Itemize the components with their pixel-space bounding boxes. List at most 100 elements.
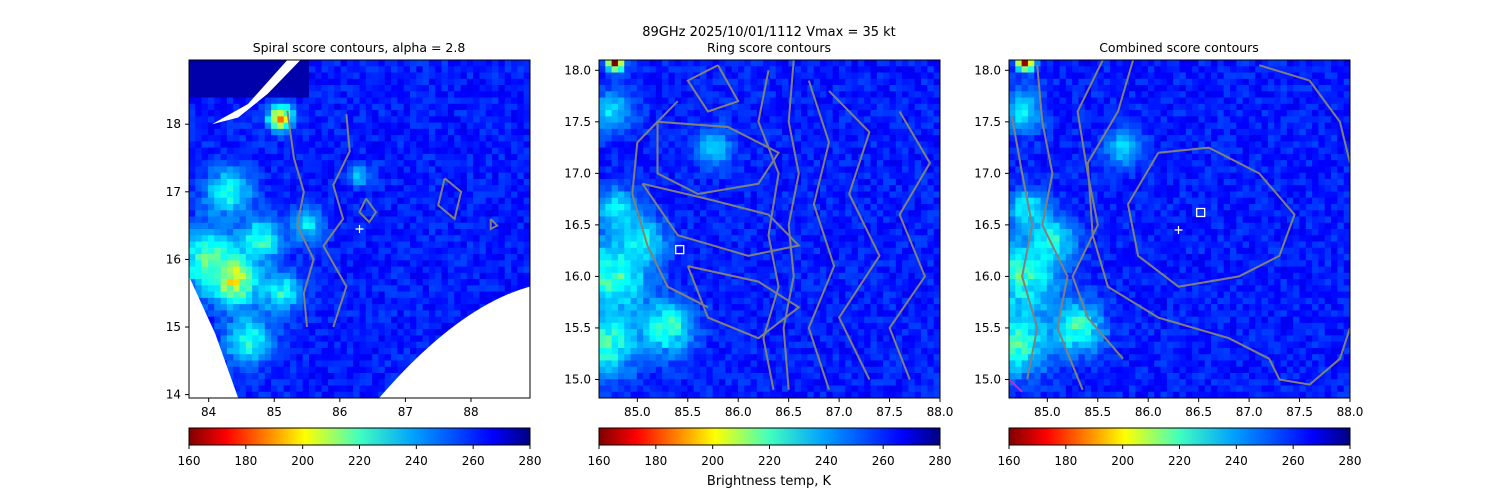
- heatmap-cell: [782, 291, 790, 299]
- heatmap-cell: [756, 354, 764, 362]
- heatmap-cell: [466, 216, 474, 224]
- heatmap-cell: [189, 222, 196, 230]
- heatmap-cell: [674, 235, 682, 243]
- heatmap-cell: [775, 172, 783, 180]
- heatmap-cell: [649, 203, 657, 211]
- heatmap-cell: [693, 122, 701, 130]
- heatmap-cell: [207, 241, 215, 249]
- heatmap-cell: [756, 266, 764, 274]
- heatmap-cell: [378, 60, 386, 67]
- heatmap-cell: [460, 160, 468, 168]
- heatmap-cell: [422, 191, 430, 199]
- heatmap-cell: [334, 229, 342, 236]
- heatmap-cell: [750, 266, 758, 274]
- heatmap-cell: [674, 279, 682, 286]
- heatmap-cell: [655, 304, 663, 311]
- heatmap-cell: [617, 272, 625, 280]
- heatmap-cell: [315, 297, 323, 305]
- heatmap-cell: [813, 122, 821, 130]
- heatmap-cell: [353, 97, 361, 105]
- heatmap-cell: [693, 235, 701, 243]
- heatmap-cell: [397, 216, 405, 224]
- heatmap-cell: [775, 116, 783, 124]
- score-contour: [286, 110, 315, 328]
- heatmap-cell: [277, 372, 285, 380]
- heatmap-cell: [315, 335, 323, 343]
- heatmap-cell: [712, 185, 720, 193]
- heatmap-cell: [271, 191, 278, 199]
- heatmap-cell: [226, 110, 234, 117]
- heatmap-cell: [283, 128, 291, 136]
- heatmap-cell: [466, 291, 474, 299]
- heatmap-cell: [195, 222, 203, 230]
- heatmap-cell: [643, 110, 651, 117]
- heatmap-cell: [372, 272, 380, 280]
- heatmap-cell: [220, 91, 228, 99]
- heatmap-cell: [454, 78, 462, 86]
- heatmap-cell: [271, 329, 278, 337]
- heatmap-cell: [327, 329, 335, 337]
- heatmap-cell: [460, 185, 468, 193]
- heatmap-cell: [517, 235, 525, 243]
- heatmap-cell: [706, 335, 714, 343]
- heatmap-cell: [353, 379, 361, 387]
- heatmap-cell: [605, 128, 613, 136]
- heatmap-cell: [479, 191, 487, 199]
- heatmap-cell: [737, 360, 745, 368]
- heatmap-cell: [498, 141, 506, 149]
- heatmap-cell: [391, 210, 398, 218]
- heatmap-cell: [693, 304, 701, 311]
- heatmap-cell: [252, 297, 260, 305]
- heatmap-cell: [239, 153, 247, 161]
- heatmap-cell: [226, 160, 234, 168]
- heatmap-cell: [832, 241, 840, 249]
- heatmap-cell: [649, 85, 657, 92]
- heatmap-cell: [239, 91, 247, 99]
- heatmap-cell: [245, 260, 253, 268]
- heatmap-cell: [315, 222, 323, 230]
- heatmap-cell: [737, 341, 745, 349]
- heatmap-cell: [750, 153, 758, 161]
- heatmap-cell: [807, 60, 815, 67]
- heatmap-cell: [340, 335, 348, 343]
- heatmap-cell: [750, 304, 758, 311]
- heatmap-cell: [365, 160, 373, 168]
- heatmap-cell: [226, 178, 234, 186]
- heatmap-cell: [447, 103, 455, 111]
- heatmap-cell: [353, 322, 361, 330]
- heatmap-cell: [372, 216, 380, 224]
- heatmap-cell: [693, 178, 701, 186]
- heatmap-cell: [782, 191, 790, 199]
- heatmap-cell: [794, 266, 802, 274]
- heatmap-cell: [271, 103, 278, 111]
- heatmap-cell: [807, 354, 815, 362]
- heatmap-cell: [473, 91, 481, 99]
- heatmap-cell: [397, 241, 405, 249]
- heatmap-cell: [277, 272, 285, 280]
- heatmap-cell: [271, 141, 278, 149]
- heatmap-cell: [687, 153, 695, 161]
- heatmap-cell: [611, 122, 619, 130]
- heatmap-cell: [750, 185, 758, 193]
- heatmap-cell: [636, 85, 644, 92]
- heatmap-cell: [700, 97, 707, 105]
- heatmap-cell: [624, 147, 632, 155]
- heatmap-cell: [233, 372, 241, 380]
- heatmap-cell: [826, 153, 834, 161]
- heatmap-cell: [195, 247, 203, 255]
- heatmap-cell: [359, 122, 367, 130]
- heatmap-cell: [397, 360, 405, 368]
- heatmap-cell: [737, 97, 745, 105]
- heatmap-cell: [252, 66, 260, 74]
- heatmap-cell: [649, 354, 657, 362]
- heatmap-cell: [397, 297, 405, 305]
- heatmap-cell: [662, 97, 670, 105]
- heatmap-cell: [207, 272, 215, 280]
- heatmap-cell: [599, 66, 606, 74]
- heatmap-cell: [655, 235, 663, 243]
- heatmap-cell: [214, 266, 222, 274]
- heatmap-cell: [731, 285, 739, 293]
- heatmap-cell: [290, 379, 297, 387]
- heatmap-cell: [214, 279, 222, 286]
